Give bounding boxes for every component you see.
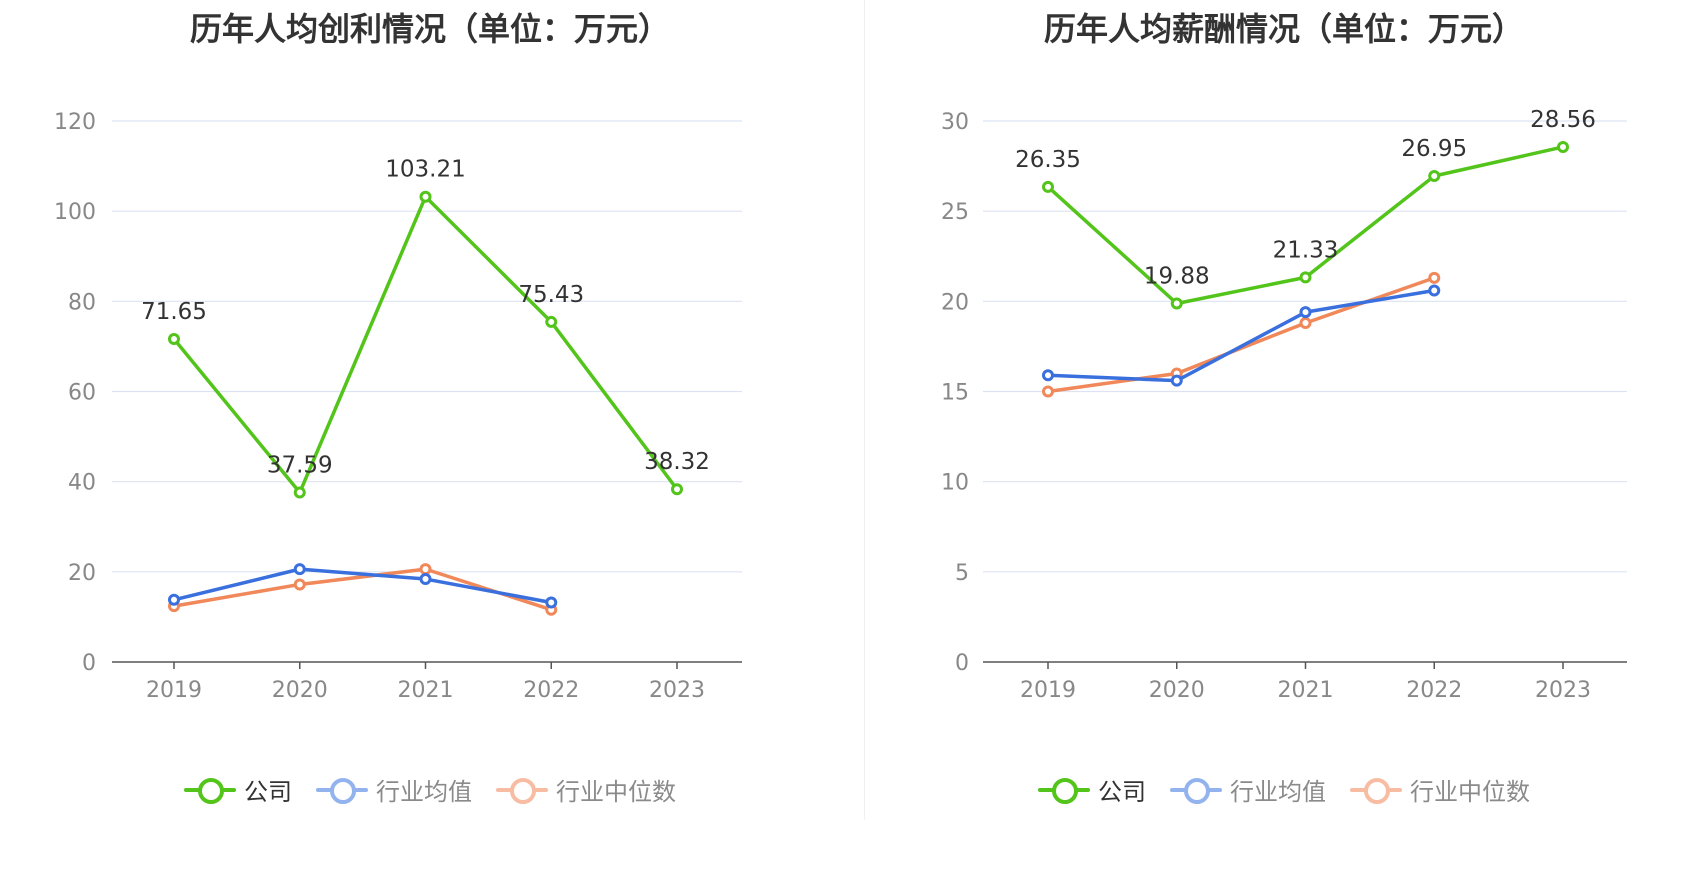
x-tick-label: 2022 xyxy=(1406,678,1462,703)
legend-label: 行业均值 xyxy=(376,778,472,806)
data-label: 21.33 xyxy=(1273,237,1339,263)
data-point-company xyxy=(168,332,180,345)
legend-label: 公司 xyxy=(244,778,292,806)
series-line-avg xyxy=(172,567,553,605)
legend-item-industry-avg[interactable]: 行业均值 xyxy=(1170,772,1326,807)
chart-title: 历年人均创利情况（单位：万元） xyxy=(189,10,670,48)
data-label: 38.32 xyxy=(644,449,710,475)
data-point-company xyxy=(1299,271,1312,284)
y-tick-label: 30 xyxy=(941,110,969,135)
x-tick-label: 2021 xyxy=(398,678,454,703)
data-label: 71.65 xyxy=(141,299,207,325)
chart-panel-salary: 历年人均薪酬情况（单位：万元） 0 5 10 15 20 25 30 2019 2020 2021… xyxy=(868,0,1700,874)
y-tick-label: 0 xyxy=(82,651,96,676)
data-point-avg xyxy=(1042,369,1054,382)
y-tick-label: 100 xyxy=(54,200,96,225)
data-point-avg xyxy=(1170,374,1183,387)
x-tick-label: 2023 xyxy=(649,678,705,703)
x-tick-label: 2023 xyxy=(1535,678,1591,703)
x-tick-label: 2021 xyxy=(1278,678,1334,703)
y-tick-label: 40 xyxy=(68,471,96,496)
y-tick-label: 20 xyxy=(941,290,969,315)
legend-marker-icon xyxy=(1038,777,1090,804)
data-label: 103.21 xyxy=(385,157,465,183)
series-line-median xyxy=(1046,276,1436,394)
y-tick-label: 25 xyxy=(941,200,969,225)
chart-canvas: 0 5 10 15 20 25 30 2019 2020 2021 2022 2023 26.35 19.… xyxy=(941,107,1627,703)
data-point-avg xyxy=(293,563,306,576)
y-tick-label: 120 xyxy=(54,110,96,135)
chart-title: 历年人均薪酬情况（单位：万元） xyxy=(1043,10,1524,48)
data-label: 26.35 xyxy=(1015,147,1081,173)
y-tick-label: 0 xyxy=(955,651,969,676)
data-point-company xyxy=(1042,180,1054,193)
data-label: 28.56 xyxy=(1530,107,1596,133)
chart-canvas: 0 20 40 60 80 100 120 2019 2020 2021 2022 2023 71.65… xyxy=(54,110,742,703)
data-point-avg xyxy=(419,573,432,586)
data-point-median xyxy=(1299,316,1312,329)
legend-item-company[interactable]: 公司 xyxy=(1038,772,1146,807)
series-line-avg xyxy=(1046,288,1436,383)
legend-label: 行业均值 xyxy=(1230,778,1326,806)
legend: 公司 行业均值 行业中位数 xyxy=(0,772,860,807)
legend-label: 行业中位数 xyxy=(556,778,676,806)
data-label: 26.95 xyxy=(1401,136,1467,162)
data-point-avg xyxy=(1299,306,1312,319)
data-label: 75.43 xyxy=(518,282,584,308)
legend-label: 行业中位数 xyxy=(1410,778,1530,806)
data-point-avg xyxy=(1428,284,1441,297)
data-point-company xyxy=(1557,140,1569,153)
data-label: 37.59 xyxy=(267,453,333,479)
x-tick-label: 2019 xyxy=(146,678,202,703)
legend-marker-icon xyxy=(184,777,236,804)
data-point-company xyxy=(419,190,432,203)
legend: 公司 行业均值 行业中位数 xyxy=(868,772,1700,807)
x-tick-label: 2019 xyxy=(1020,678,1076,703)
legend-item-company[interactable]: 公司 xyxy=(184,772,292,807)
data-point-avg xyxy=(545,596,558,609)
data-point-company xyxy=(1428,170,1441,183)
x-tick-label: 2022 xyxy=(523,678,579,703)
data-point-avg xyxy=(168,593,180,606)
legend-marker-icon xyxy=(496,777,548,804)
chart-panel-profit: 历年人均创利情况（单位：万元） 0 20 40 60 80 100 120 2019 2020 2… xyxy=(0,10,860,807)
x-tick-label: 2020 xyxy=(1149,678,1205,703)
panel-divider xyxy=(864,0,865,820)
series-line-company xyxy=(172,194,679,495)
y-tick-label: 60 xyxy=(68,381,96,406)
legend-item-industry-avg[interactable]: 行业均值 xyxy=(316,772,472,807)
x-tick-label: 2020 xyxy=(272,678,328,703)
data-point-median xyxy=(1428,271,1441,284)
legend-label: 公司 xyxy=(1098,778,1146,806)
data-point-median xyxy=(293,578,306,591)
data-point-company xyxy=(671,483,683,496)
data-point-median xyxy=(419,563,432,576)
legend-marker-icon xyxy=(316,777,368,804)
y-tick-label: 80 xyxy=(68,290,96,315)
legend-item-industry-median[interactable]: 行业中位数 xyxy=(496,772,676,807)
y-tick-label: 20 xyxy=(68,561,96,586)
legend-item-industry-median[interactable]: 行业中位数 xyxy=(1350,772,1530,807)
y-tick-label: 15 xyxy=(941,381,969,406)
data-point-company xyxy=(545,315,558,328)
data-label: 19.88 xyxy=(1144,263,1210,289)
legend-marker-icon xyxy=(1170,777,1222,804)
legend-marker-icon xyxy=(1350,777,1402,804)
data-point-company xyxy=(293,486,306,499)
data-point-company xyxy=(1170,297,1183,310)
y-tick-label: 10 xyxy=(941,471,969,496)
y-tick-label: 5 xyxy=(955,561,969,586)
data-point-median xyxy=(1042,385,1054,398)
